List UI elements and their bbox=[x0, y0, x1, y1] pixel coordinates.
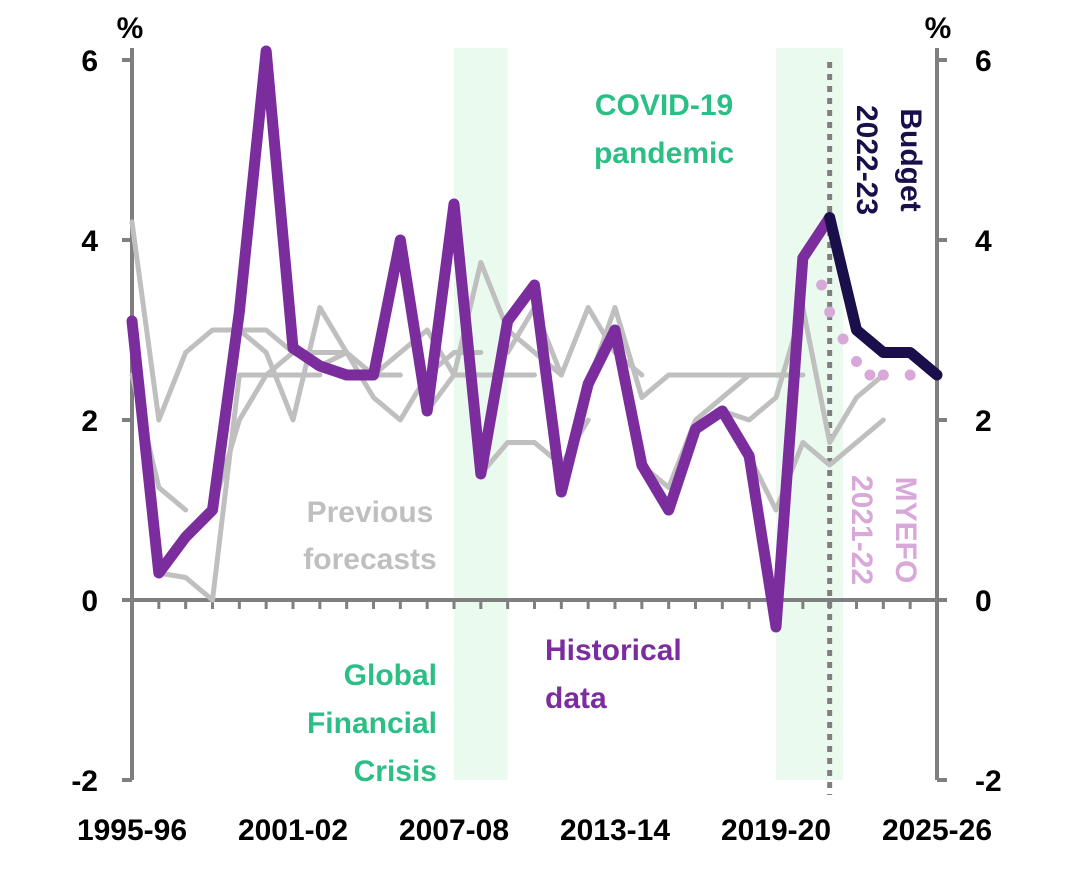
x-tick-label: 2019-20 bbox=[721, 814, 831, 847]
previous-forecast-line bbox=[129, 219, 189, 423]
previous-forecasts bbox=[129, 219, 886, 603]
covid-label: COVID-19 bbox=[595, 89, 733, 122]
unit-label-left: % bbox=[117, 12, 144, 45]
previous-forecasts-label: Previous bbox=[307, 496, 434, 529]
previous-forecasts-label: forecasts bbox=[303, 543, 436, 576]
gfc-label: Financial bbox=[307, 707, 437, 740]
myefo-label: 2021-22 MYEFO bbox=[845, 475, 922, 585]
covid-label: pandemic bbox=[594, 137, 734, 170]
previous-forecast-line bbox=[317, 350, 484, 423]
y-tick-label-right: -2 bbox=[975, 765, 1002, 798]
y-tick-label-right: 4 bbox=[975, 225, 992, 258]
myefo-label-line: MYEFO bbox=[889, 477, 922, 584]
previous-forecast-line bbox=[156, 372, 323, 603]
budget-label: 2022-23 Budget bbox=[850, 105, 927, 215]
previous-forecast-line bbox=[210, 350, 350, 513]
budget-label-line: Budget bbox=[894, 108, 927, 211]
previous-forecast-line bbox=[746, 417, 886, 513]
unit-label-right: % bbox=[925, 12, 952, 45]
y-tick-label-left: 0 bbox=[81, 585, 98, 618]
x-tick-label: 2013-14 bbox=[560, 814, 670, 847]
y-tick-label-right: 2 bbox=[975, 405, 992, 438]
historical-label: Historical bbox=[545, 634, 682, 667]
budget-label-line: 2022-23 bbox=[850, 105, 883, 215]
myefo-point bbox=[864, 369, 876, 381]
gfc-label: Crisis bbox=[354, 755, 437, 788]
historical-data-line bbox=[126, 45, 836, 633]
myefo-point bbox=[824, 306, 836, 318]
series bbox=[126, 45, 943, 633]
previous-forecast-line bbox=[639, 372, 806, 490]
shaded-period-0 bbox=[454, 48, 508, 780]
myefo-point bbox=[837, 333, 849, 345]
labels: COVID-19 pandemic Global Financial Crisis His… bbox=[303, 89, 927, 788]
myefo-point bbox=[877, 369, 889, 381]
historical-label: data bbox=[545, 682, 607, 715]
y-tick-label-left: 2 bbox=[81, 405, 98, 438]
y-tick-label-left: 4 bbox=[81, 225, 98, 258]
myefo-point bbox=[851, 356, 862, 367]
y-tick-label-left: 6 bbox=[81, 45, 98, 78]
x-tick-label: 2025-26 bbox=[882, 814, 992, 847]
gfc-label: Global bbox=[344, 659, 437, 692]
axes: -2 -2 0 0 2 2 4 4 6 6% % 1995-96 2001-02 2007-08 2013-… bbox=[71, 12, 1001, 847]
x-tick-label: 1995-96 bbox=[77, 814, 187, 847]
myefo-point bbox=[816, 279, 828, 291]
myefo-label-line: 2021-22 bbox=[845, 475, 878, 585]
x-tick-label: 2007-08 bbox=[399, 814, 509, 847]
y-tick-label-left: -2 bbox=[71, 765, 98, 798]
myefo-point bbox=[904, 369, 916, 381]
budget-line bbox=[824, 212, 943, 381]
x-tick-label: 2001-02 bbox=[238, 814, 348, 847]
y-tick-label-right: 0 bbox=[975, 585, 992, 618]
y-tick-label-right: 6 bbox=[975, 45, 992, 78]
